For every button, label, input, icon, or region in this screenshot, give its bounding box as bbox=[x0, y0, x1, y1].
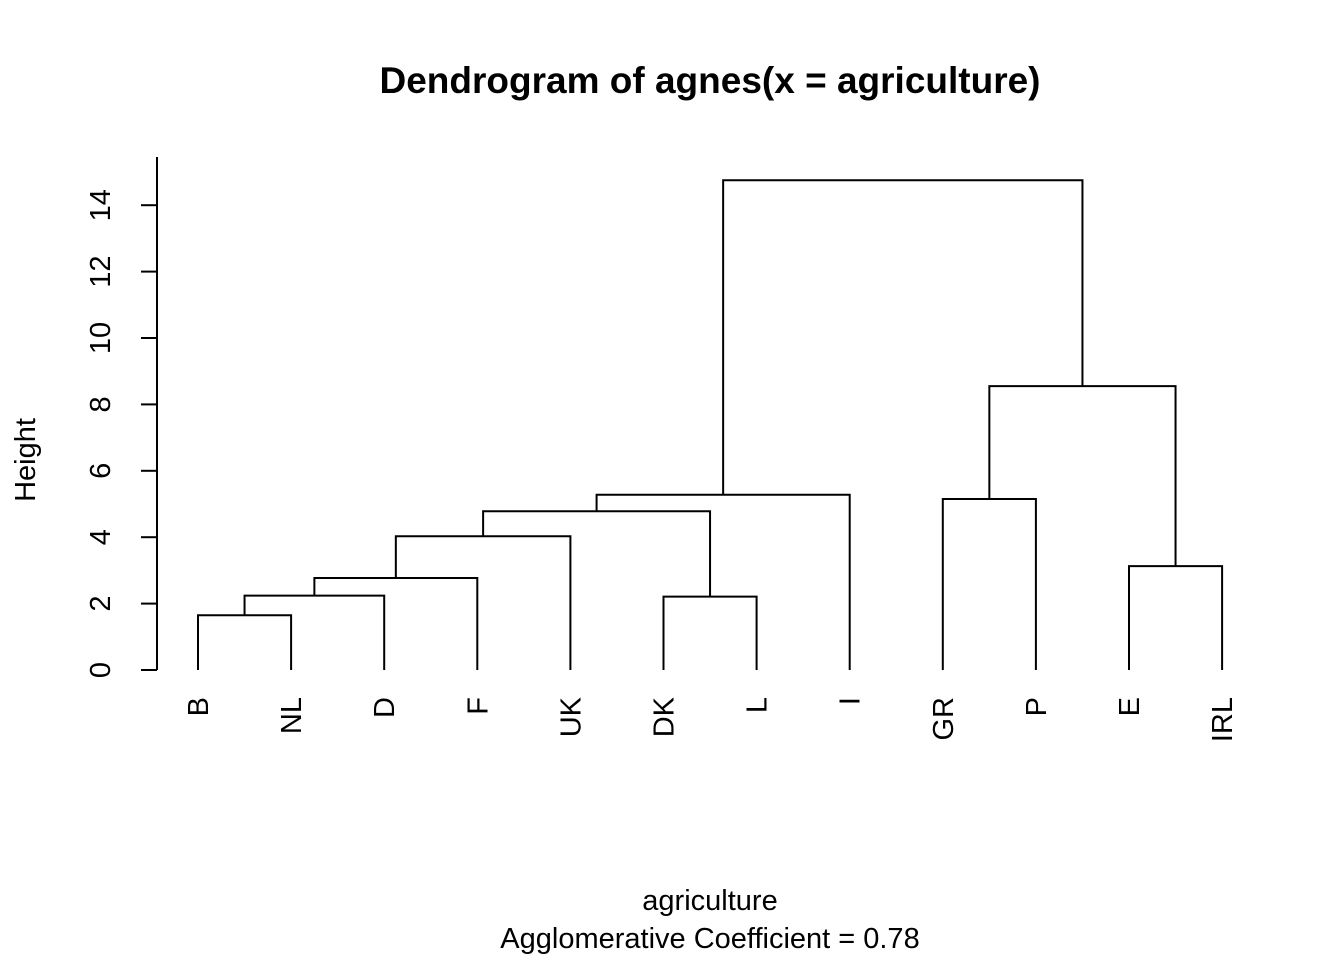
y-ticks: 0 2 4 6 8 10 12 14 bbox=[85, 189, 157, 678]
y-tick-label: 12 bbox=[85, 255, 117, 287]
merge-link-m4 bbox=[394, 535, 572, 670]
leaf-label: NL bbox=[276, 697, 308, 734]
leaf-label: GR bbox=[928, 697, 960, 741]
leaf-label: P bbox=[1021, 697, 1053, 716]
y-axis-label: Height bbox=[10, 418, 42, 502]
merge-link-m5 bbox=[662, 595, 758, 670]
merge-link-m1 bbox=[197, 614, 293, 670]
chart-title: Dendrogram of agnes(x = agriculture) bbox=[380, 60, 1041, 101]
leaf-label: UK bbox=[555, 696, 587, 737]
leaf-label: IRL bbox=[1207, 697, 1239, 742]
agglomerative-coefficient: Agglomerative Coefficient = 0.78 bbox=[500, 923, 919, 955]
leaf-label: D bbox=[369, 697, 401, 718]
leaf-label: I bbox=[835, 697, 867, 705]
merge-link-m6 bbox=[482, 510, 712, 597]
merge-link-m11 bbox=[722, 179, 1084, 495]
leaf-label: L bbox=[742, 697, 774, 713]
y-tick-label: 4 bbox=[85, 529, 117, 545]
leaf-label: DK bbox=[649, 696, 681, 737]
merge-link-m3 bbox=[313, 577, 479, 670]
leaf-label: E bbox=[1114, 697, 1146, 716]
leaf-label: F bbox=[462, 697, 494, 715]
leaf-label: B bbox=[183, 697, 215, 716]
merge-link-m9 bbox=[1128, 565, 1224, 670]
y-tick-label: 6 bbox=[85, 463, 117, 479]
y-tick-label: 2 bbox=[85, 596, 117, 612]
leaf-labels: B NL D F UK DK L I GR P E IRL bbox=[183, 696, 1239, 742]
merge-link-m8 bbox=[941, 498, 1037, 670]
y-tick-label: 8 bbox=[85, 396, 117, 412]
y-axis: 0 2 4 6 8 10 12 14 bbox=[85, 157, 158, 678]
merge-link-m2 bbox=[243, 594, 386, 670]
y-tick-label: 14 bbox=[85, 189, 117, 221]
x-axis-label: agriculture bbox=[642, 885, 777, 917]
merge-link-m7 bbox=[595, 493, 851, 670]
dendrogram-links bbox=[197, 179, 1224, 670]
merge-link-m10 bbox=[988, 385, 1177, 567]
y-tick-label: 0 bbox=[85, 662, 117, 678]
y-tick-label: 10 bbox=[85, 322, 117, 354]
